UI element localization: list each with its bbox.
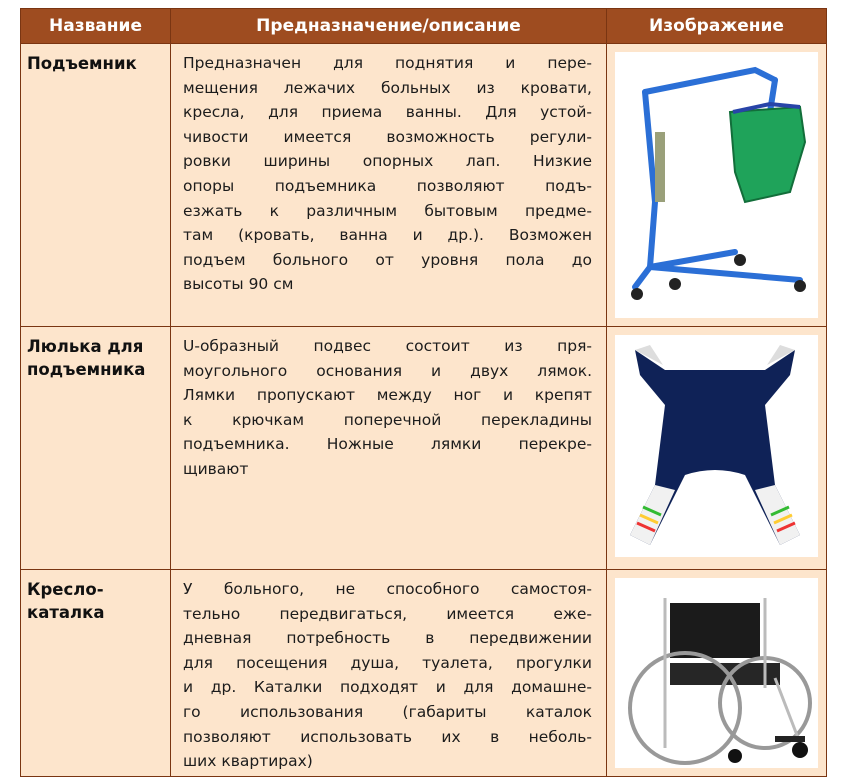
description-line: к крючкам поперечной перекладины bbox=[183, 410, 592, 429]
description-line: подъем больного от уровня пола до bbox=[183, 250, 592, 269]
image-cell bbox=[606, 326, 827, 570]
table-row: Люлька для подъемника U-образный подвес со… bbox=[20, 326, 827, 570]
description-line: Предназначен для поднятия и пере- bbox=[183, 54, 592, 72]
description-line: щивают bbox=[183, 459, 249, 478]
name-line: каталка bbox=[27, 603, 105, 622]
description-line: кресла, для приема ванны. Для устой- bbox=[183, 103, 592, 122]
name-line: Подъемник bbox=[27, 54, 137, 73]
description-line: там (кровать, ванна и др.). Возможен bbox=[183, 226, 592, 245]
description-line: подъемника. Ножные лямки перекре- bbox=[183, 435, 592, 454]
table-row: Подъемник Предназначен для поднятия и пер… bbox=[20, 43, 827, 327]
name-cell: Подъемник bbox=[20, 43, 171, 327]
description-line: дневная потребность в передвижении bbox=[183, 629, 592, 648]
table-body: Подъемник Предназначен для поднятия и пер… bbox=[20, 43, 827, 777]
description-line: ших квартирах) bbox=[183, 752, 313, 771]
image-cell bbox=[606, 569, 827, 777]
header-row: Название Предназначение/описание Изображен… bbox=[20, 8, 827, 44]
description-line: высоты 90 см bbox=[183, 275, 294, 294]
description-line: моугольного основания и двух лямок. bbox=[183, 361, 592, 380]
name-cell: Кресло-каталка bbox=[20, 569, 171, 777]
description-cell: У больного, не способного самостоя-тельн… bbox=[170, 569, 607, 777]
name-line: Люлька для bbox=[27, 337, 144, 356]
description-line: и др. Каталки подходят и для домашне- bbox=[183, 678, 592, 697]
name-line: Кресло- bbox=[27, 580, 104, 599]
description-line: Лямки пропускают между ног и крепят bbox=[183, 386, 592, 405]
description-line: езжать к различным бытовым предме- bbox=[183, 201, 592, 220]
description-line: позволяют использовать их в неболь- bbox=[183, 727, 592, 746]
description-line: го использования (габариты каталок bbox=[183, 702, 592, 721]
description-cell: Предназначен для поднятия и пере-мещения… bbox=[170, 43, 607, 327]
description-line: для посещения душа, туалета, прогулки bbox=[183, 653, 592, 672]
name-line: подъемника bbox=[27, 360, 146, 379]
description-line: мещения лежачих больных из кровати, bbox=[183, 78, 592, 97]
lift-image bbox=[615, 52, 818, 318]
description-line: тельно передвигаться, имеется еже- bbox=[183, 604, 592, 623]
name-cell: Люлька для подъемника bbox=[20, 326, 171, 570]
description-line: опоры подъемника позволяют подъ- bbox=[183, 176, 592, 195]
description-line: чивости имеется возможность регули- bbox=[183, 127, 592, 146]
wheelchair-image bbox=[615, 578, 818, 768]
description-line: U-образный подвес состоит из пря- bbox=[183, 337, 592, 355]
table-row: Кресло-каталка У больного, не способного … bbox=[20, 569, 827, 777]
description-line: ровки ширины опорных лап. Низкие bbox=[183, 152, 592, 171]
header-cell: Предназначение/описание bbox=[170, 8, 607, 44]
description-line: У больного, не способного самостоя- bbox=[183, 580, 592, 598]
image-cell bbox=[606, 43, 827, 327]
table: Название Предназначение/описание Изображен… bbox=[20, 8, 827, 777]
header-cell: Изображение bbox=[606, 8, 827, 44]
description-cell: U-образный подвес состоит из пря-моуголь… bbox=[170, 326, 607, 570]
header-cell: Название bbox=[20, 8, 171, 44]
table-wrap: Название Предназначение/описание Изображен… bbox=[20, 8, 827, 777]
sling-image bbox=[615, 335, 818, 557]
